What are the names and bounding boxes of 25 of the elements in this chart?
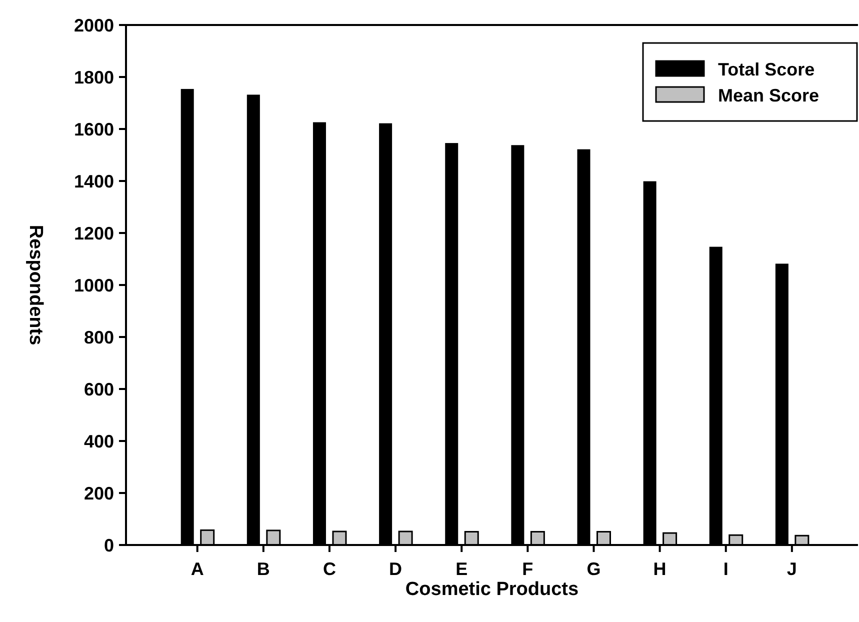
x-tick-label: H <box>653 559 666 579</box>
legend-label: Mean Score <box>718 85 820 106</box>
y-tick-label: 1400 <box>74 171 114 192</box>
x-tick-label: G <box>586 559 601 579</box>
x-tick-label: I <box>723 559 728 579</box>
y-tick-label: 200 <box>84 483 114 504</box>
y-tick-label: 1200 <box>74 223 114 244</box>
x-tick-label: E <box>456 559 468 579</box>
x-tick-label: D <box>389 559 402 579</box>
y-tick-label: 400 <box>84 431 114 452</box>
y-tick-label: 1600 <box>74 119 114 140</box>
x-tick-label: J <box>786 559 797 579</box>
x-tick-label: F <box>522 559 534 579</box>
y-axis-title: Respondents <box>25 224 46 346</box>
y-tick-label: 0 <box>104 535 114 556</box>
y-tick-label: 1800 <box>74 67 114 88</box>
x-axis-title: Cosmetic Products <box>405 579 579 600</box>
x-tick-label: C <box>322 559 336 579</box>
legend-label: Total Score <box>718 59 815 80</box>
x-tick-label: A <box>190 559 204 579</box>
x-tick-label: B <box>256 559 270 579</box>
y-tick-label: 2000 <box>74 15 114 36</box>
y-tick-label: 800 <box>84 327 114 348</box>
y-tick-label: 600 <box>84 379 114 400</box>
y-tick-label: 1000 <box>74 275 114 296</box>
